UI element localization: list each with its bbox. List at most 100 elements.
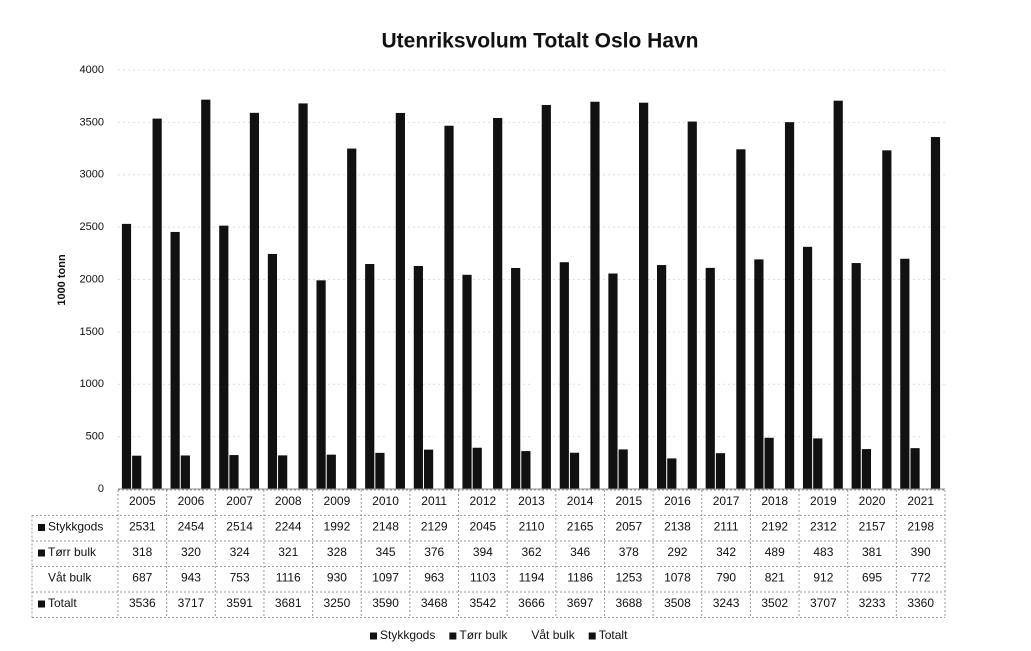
table-cell: 3360: [907, 596, 934, 610]
table-cell: 772: [911, 571, 931, 585]
table-cell: 790: [716, 571, 736, 585]
table-cell: 1253: [615, 571, 642, 585]
bar: [201, 99, 211, 489]
bar: [569, 452, 580, 489]
x-tick-label: 2010: [372, 494, 399, 508]
table-cell: 2192: [761, 520, 788, 534]
x-tick-label: 2016: [664, 494, 691, 508]
x-tick-label: 2014: [567, 494, 594, 508]
bar: [267, 253, 278, 489]
table-row-label: Totalt: [48, 596, 77, 610]
table-cell: 1097: [372, 571, 399, 585]
bar: [229, 455, 239, 489]
table-cell: 342: [716, 545, 736, 559]
bar: [444, 125, 454, 490]
bar: [288, 372, 298, 489]
table-cell: 3243: [713, 596, 740, 610]
bar: [347, 148, 357, 489]
legend-label: Våt bulk: [531, 628, 575, 642]
x-tick-label: 2011: [421, 494, 447, 508]
table-cell: 3681: [275, 596, 302, 610]
table-row-label: Tørr bulk: [48, 545, 97, 559]
bar: [580, 364, 590, 489]
bar: [142, 417, 152, 489]
y-tick-label: 1000: [80, 378, 104, 390]
bar: [278, 455, 288, 489]
bar: [687, 121, 697, 490]
table-cell: 695: [862, 571, 882, 585]
y-axis-label: 1000 tonn: [56, 254, 68, 306]
y-tick-label: 2500: [80, 221, 104, 233]
bar: [170, 231, 180, 490]
bar: [249, 112, 260, 490]
bar: [385, 374, 395, 489]
bar: [774, 403, 784, 489]
table-cell: 3666: [518, 596, 545, 610]
x-tick-label: 2019: [810, 494, 837, 508]
bar: [326, 454, 336, 489]
y-tick-label: 1500: [80, 326, 104, 338]
bar: [152, 118, 162, 489]
table-cell: 2312: [810, 520, 837, 534]
bar: [472, 447, 482, 489]
table-cell: 320: [181, 545, 201, 559]
bar: [121, 223, 132, 489]
x-tick-label: 2017: [713, 494, 740, 508]
bar: [657, 265, 667, 489]
x-tick-label: 2012: [470, 494, 497, 508]
bar: [784, 122, 795, 489]
table-cell: 390: [911, 545, 931, 559]
bar: [764, 437, 774, 489]
table-cell: 324: [230, 545, 250, 559]
bar: [677, 376, 687, 489]
x-tick-label: 2018: [761, 494, 788, 508]
table-cell: 381: [862, 545, 882, 559]
table-cell: 3688: [615, 596, 642, 610]
table-cell: 292: [667, 545, 687, 559]
bar: [531, 363, 541, 489]
bar: [132, 455, 142, 489]
bar: [872, 416, 882, 489]
table-cell: 2198: [907, 520, 934, 534]
table-cell: 753: [230, 571, 250, 585]
bar: [882, 150, 892, 489]
x-tick-label: 2015: [615, 494, 642, 508]
table-cell: 3707: [810, 596, 837, 610]
table-cell: 328: [327, 545, 347, 559]
bar: [639, 102, 649, 489]
y-tick-label: 2000: [80, 273, 104, 285]
bar: [608, 273, 618, 489]
table-cell: 321: [278, 545, 298, 559]
table-cell: 2045: [470, 520, 497, 534]
bar: [462, 274, 472, 489]
x-tick-label: 2005: [129, 494, 156, 508]
x-tick-label: 2006: [178, 494, 205, 508]
legend-label: Totalt: [599, 628, 628, 642]
bar: [180, 455, 190, 489]
table-legend-key: [38, 600, 45, 608]
bar: [511, 267, 521, 489]
table-cell: 2454: [178, 520, 205, 534]
table-cell: 2531: [129, 520, 156, 534]
legend-key: [588, 632, 596, 640]
table-cell: 376: [424, 545, 444, 559]
bar: [910, 448, 920, 489]
x-tick-label: 2009: [324, 494, 351, 508]
x-tick-label: 2020: [859, 494, 886, 508]
table-cell: 3508: [664, 596, 691, 610]
table-legend-key: [38, 575, 45, 582]
legend-label: Stykkgods: [380, 628, 435, 642]
table-cell: 489: [765, 545, 785, 559]
table-cell: 483: [813, 545, 833, 559]
bar: [316, 280, 326, 489]
table-cell: 1194: [519, 571, 545, 585]
bar: [900, 258, 910, 489]
legend-key: [370, 632, 377, 640]
legend-key: [521, 632, 529, 640]
bar: [705, 267, 715, 489]
table-cell: 3468: [421, 596, 448, 610]
y-tick-label: 3500: [80, 116, 104, 128]
bar: [726, 406, 736, 489]
bar: [736, 149, 746, 489]
table-cell: 2057: [615, 520, 642, 534]
